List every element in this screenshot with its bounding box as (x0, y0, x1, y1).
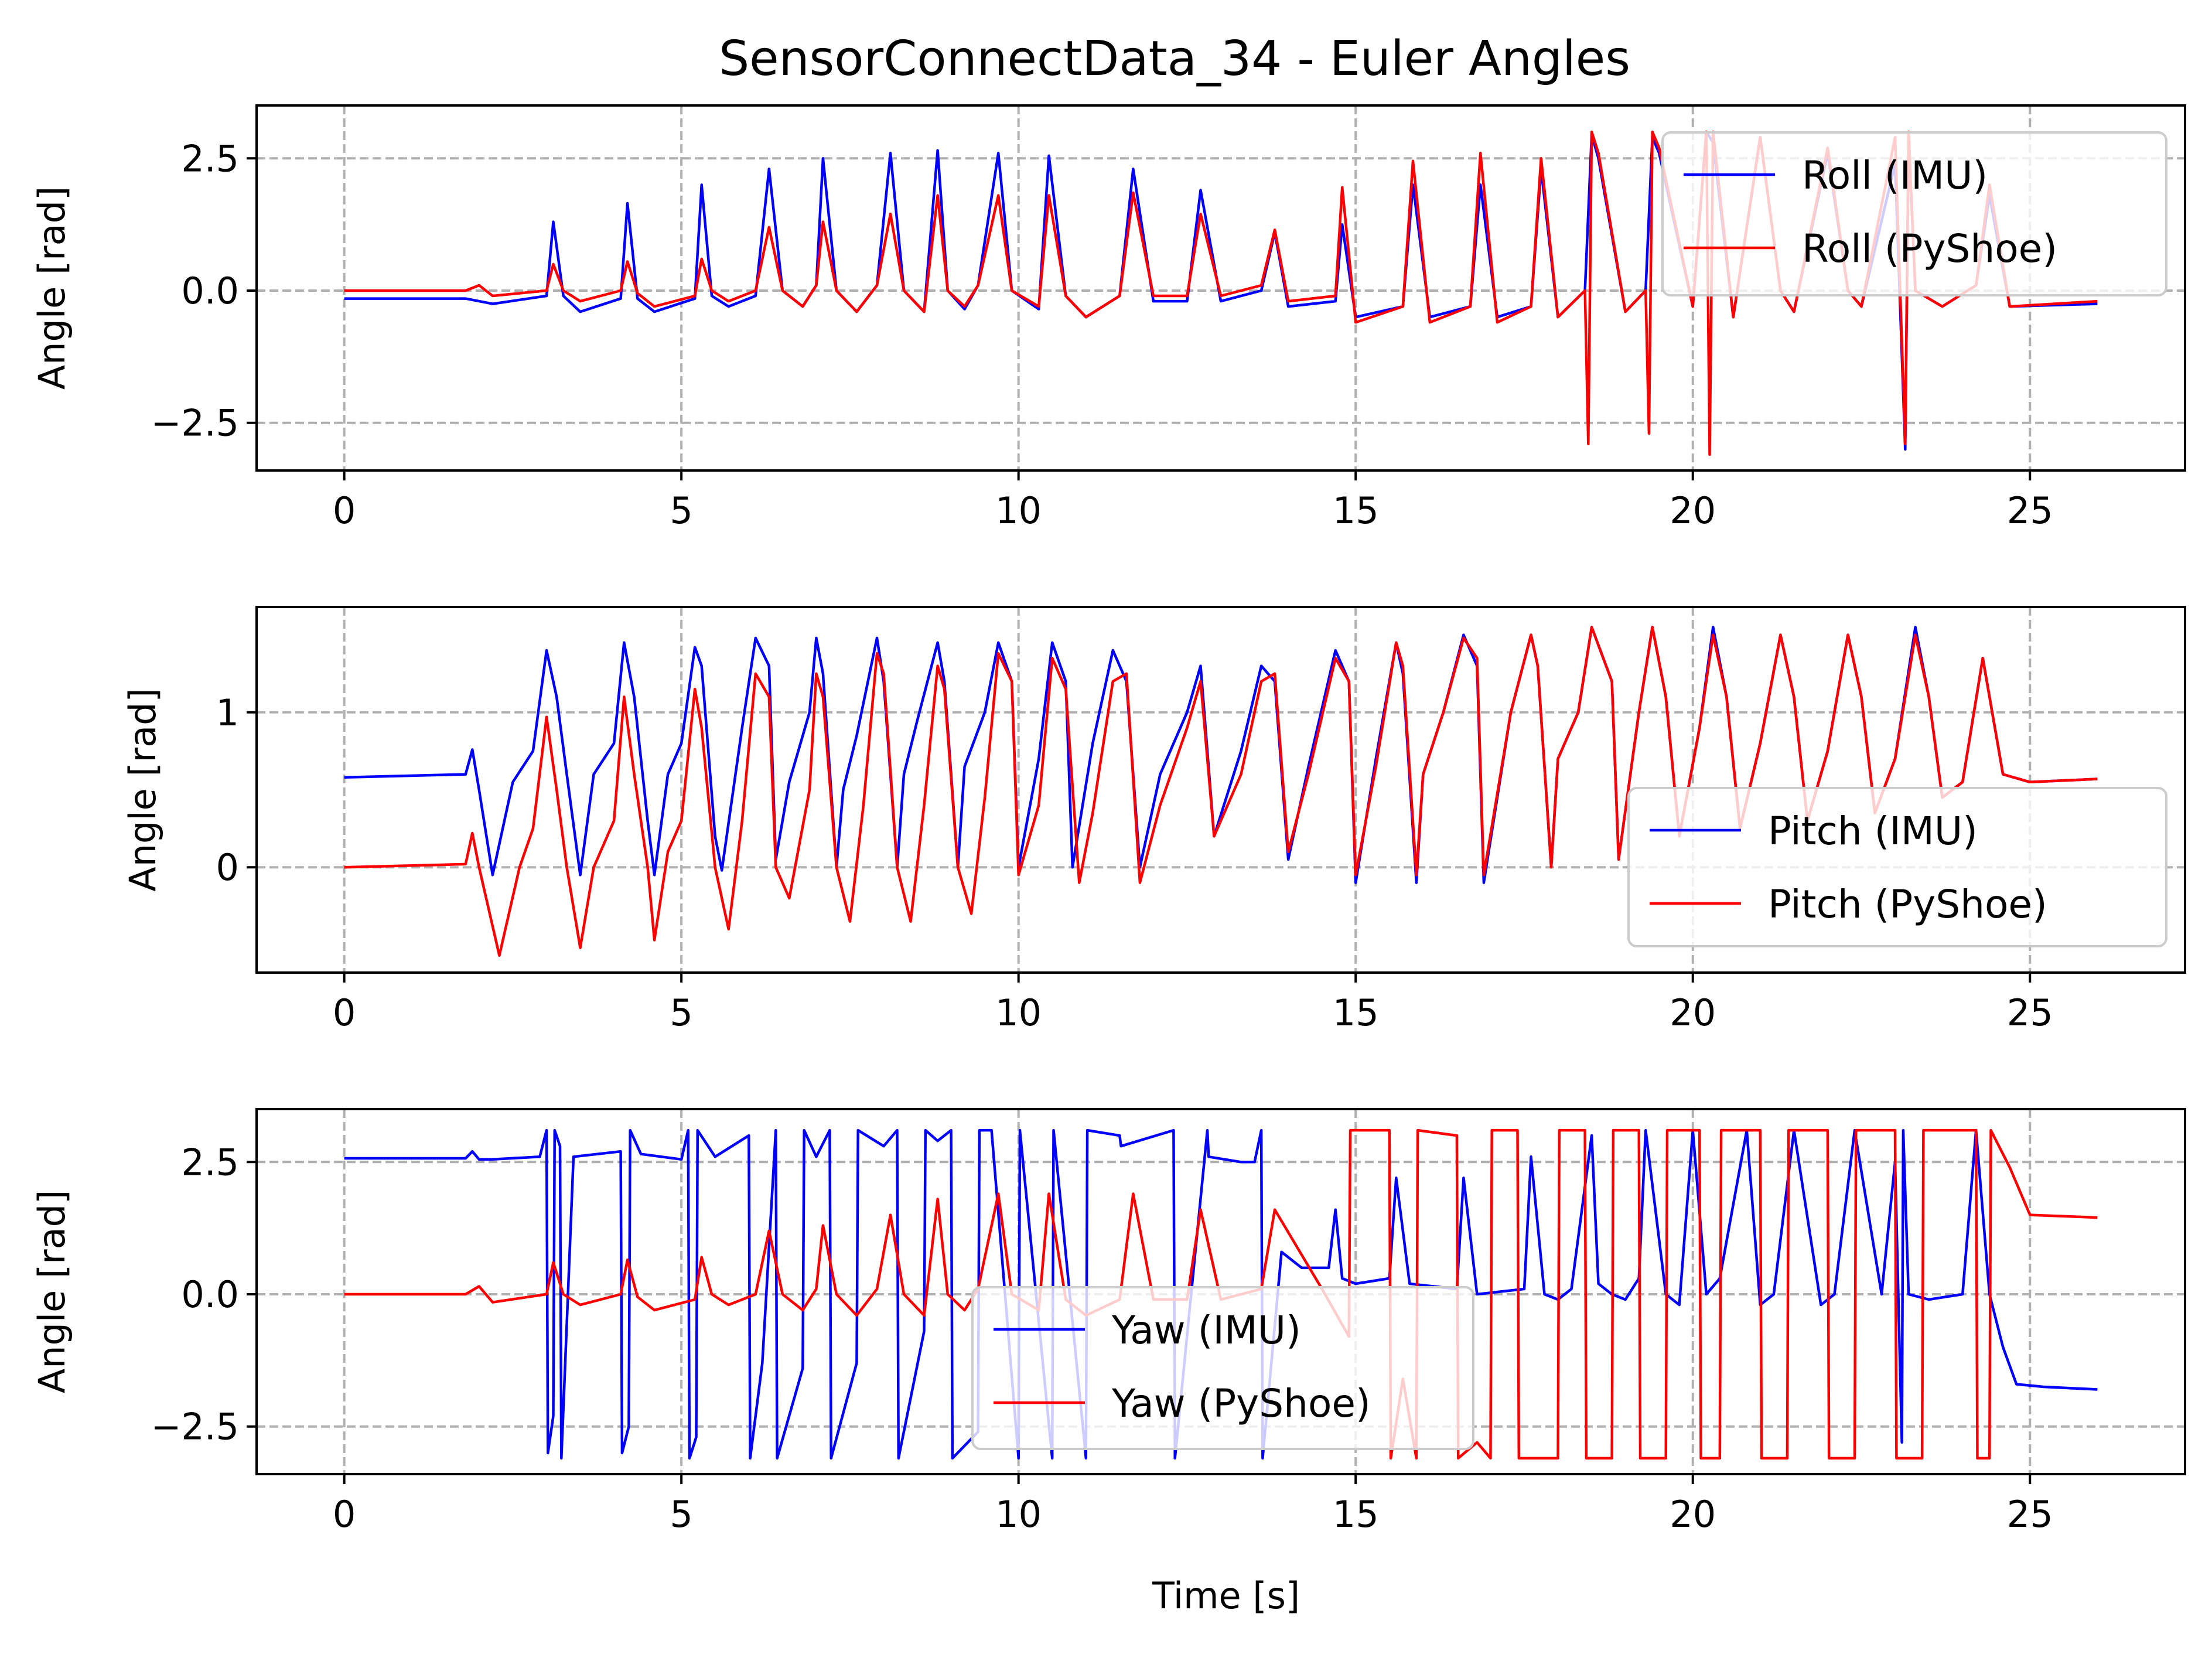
y-tick-label: 2.5 (181, 1141, 239, 1184)
y-axis-label: Angle [rad] (121, 688, 164, 891)
legend: Roll (IMU) Roll (PyShoe) (1661, 131, 2167, 296)
y-tick-label: 0.0 (181, 1273, 239, 1316)
x-tick-label: 25 (2007, 1493, 2053, 1536)
x-tick-label: 15 (1333, 991, 1379, 1034)
axes-frame (255, 104, 2186, 472)
x-tick-label: 5 (670, 489, 692, 532)
x-tick-label: 0 (333, 489, 356, 532)
legend-label: Pitch (IMU) (1768, 809, 1978, 854)
x-tick-label: 25 (2007, 991, 2053, 1034)
x-tick-label: 10 (995, 991, 1042, 1034)
axes-frame (255, 606, 2186, 974)
legend-label: Roll (PyShoe) (1802, 226, 2057, 271)
legend-box (1661, 131, 2167, 296)
x-tick-label: 15 (1333, 1493, 1379, 1536)
legend-box (1627, 787, 2167, 947)
series-line-2 (344, 1128, 2098, 1460)
x-tick-label: 10 (995, 1493, 1042, 1536)
legend: Pitch (IMU) Pitch (PyShoe) (1627, 787, 2167, 947)
x-tick-label: 5 (670, 991, 692, 1034)
series-line-1 (344, 1128, 2098, 1460)
x-tick-label: 5 (670, 1493, 692, 1536)
x-tick-label: 20 (1670, 489, 1716, 532)
x-axis-label: Time [s] (1152, 1574, 1300, 1617)
y-tick-label: 0 (216, 846, 239, 889)
y-axis-label: Angle [rad] (30, 186, 73, 390)
x-tick-label: 0 (333, 991, 356, 1034)
y-axis-label: Angle [rad] (30, 1190, 73, 1393)
y-tick-label: 0.0 (181, 270, 239, 312)
chart-title: SensorConnectData_34 - Euler Angles (719, 31, 1630, 87)
legend-label: Yaw (PyShoe) (1111, 1381, 1371, 1426)
axes-frame (255, 1108, 2186, 1475)
y-tick-label: 1 (216, 691, 239, 734)
subplot-1: 0 5 10 15 20 25 2.5 0.0 −2.5 Angle [rad] Roll (IMU… (30, 104, 2186, 532)
legend-label: Yaw (IMU) (1111, 1308, 1301, 1353)
legend-label: Pitch (PyShoe) (1768, 882, 2047, 927)
x-tick-label: 20 (1670, 1493, 1716, 1536)
x-tick-label: 0 (333, 1493, 356, 1536)
subplot-3: 0 5 10 15 20 25 2.5 0.0 −2.5 Angle [rad] Yaw (IMU)… (30, 1108, 2186, 1536)
legend-box (971, 1286, 1474, 1450)
y-tick-label: 2.5 (181, 137, 239, 180)
x-tick-label: 25 (2007, 489, 2053, 532)
x-tick-label: 10 (995, 489, 1042, 532)
legend: Yaw (IMU) Yaw (PyShoe) (971, 1286, 1474, 1450)
y-tick-label: −2.5 (151, 402, 239, 445)
y-tick-label: −2.5 (151, 1406, 239, 1448)
x-tick-label: 15 (1333, 489, 1379, 532)
series-line-2 (344, 626, 2098, 957)
x-tick-label: 20 (1670, 991, 1716, 1034)
legend-label: Roll (IMU) (1802, 153, 1988, 198)
